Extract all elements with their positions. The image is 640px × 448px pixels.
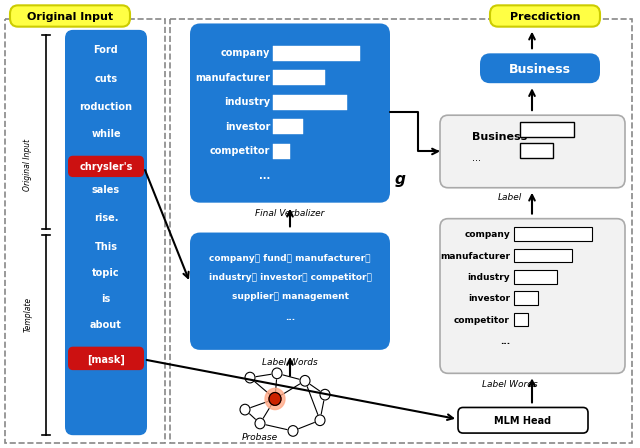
Circle shape <box>269 392 281 405</box>
Text: industry、 investor、 competitor、: industry、 investor、 competitor、 <box>209 273 371 282</box>
Text: industry: industry <box>467 273 510 282</box>
FancyArrowPatch shape <box>390 112 438 154</box>
Bar <box>514 291 538 305</box>
Text: cuts: cuts <box>95 74 118 84</box>
Text: rise.: rise. <box>93 213 118 223</box>
Bar <box>273 70 325 85</box>
Circle shape <box>265 388 285 409</box>
Text: investor: investor <box>468 294 510 303</box>
Text: investor: investor <box>225 122 270 132</box>
FancyBboxPatch shape <box>440 115 625 188</box>
Bar <box>520 143 553 158</box>
Text: topic: topic <box>92 268 120 278</box>
Text: Precdiction: Precdiction <box>509 12 580 22</box>
Text: Ford: Ford <box>93 45 118 55</box>
FancyBboxPatch shape <box>190 23 390 202</box>
Bar <box>514 227 592 241</box>
Bar <box>273 144 290 159</box>
Text: ...: ... <box>285 313 295 323</box>
Bar <box>5 19 165 443</box>
Text: supplier、 management: supplier、 management <box>232 292 349 301</box>
Circle shape <box>288 426 298 436</box>
Text: manufacturer: manufacturer <box>195 73 270 83</box>
Text: Original Input: Original Input <box>24 139 33 191</box>
Bar <box>273 46 360 61</box>
Text: competitor: competitor <box>454 315 510 324</box>
Text: Label Words: Label Words <box>262 358 318 367</box>
Text: company: company <box>221 48 270 58</box>
Text: is: is <box>101 294 111 304</box>
Text: industry: industry <box>224 97 270 108</box>
Circle shape <box>315 415 325 426</box>
Circle shape <box>255 418 265 429</box>
Text: This: This <box>95 242 118 253</box>
Text: ...: ... <box>259 171 270 181</box>
Bar <box>170 19 632 443</box>
Text: MLM Head: MLM Head <box>495 416 552 426</box>
FancyBboxPatch shape <box>68 156 144 177</box>
Text: ...: ... <box>472 153 481 163</box>
Text: Business: Business <box>472 132 527 142</box>
Text: Label Words: Label Words <box>482 379 538 388</box>
Bar <box>514 270 557 284</box>
Text: sales: sales <box>92 185 120 195</box>
Circle shape <box>240 404 250 415</box>
Circle shape <box>300 375 310 386</box>
Bar <box>514 313 527 327</box>
FancyBboxPatch shape <box>68 347 144 370</box>
FancyBboxPatch shape <box>480 53 600 83</box>
Text: Label: Label <box>498 193 522 202</box>
Text: Probase: Probase <box>242 433 278 442</box>
Text: g: g <box>395 172 405 187</box>
Text: manufacturer: manufacturer <box>440 251 510 260</box>
Text: Original Input: Original Input <box>27 12 113 22</box>
FancyBboxPatch shape <box>440 219 625 373</box>
FancyBboxPatch shape <box>65 30 147 435</box>
FancyBboxPatch shape <box>10 5 130 27</box>
Circle shape <box>272 368 282 379</box>
Text: [mask]: [mask] <box>87 354 125 365</box>
FancyBboxPatch shape <box>490 5 600 27</box>
Text: about: about <box>90 320 122 330</box>
Text: while: while <box>91 129 121 139</box>
Text: Business: Business <box>509 63 571 76</box>
Text: roduction: roduction <box>79 102 132 112</box>
Text: chrysler's: chrysler's <box>79 163 132 172</box>
Bar <box>520 121 574 137</box>
Bar <box>514 249 572 263</box>
FancyBboxPatch shape <box>190 233 390 350</box>
Text: competitor: competitor <box>210 146 270 156</box>
Text: company、 fund、 manufacturer、: company、 fund、 manufacturer、 <box>209 254 371 263</box>
FancyBboxPatch shape <box>458 408 588 433</box>
Bar <box>273 120 303 134</box>
Text: Final Verbalizer: Final Verbalizer <box>255 209 324 218</box>
Bar <box>273 95 347 110</box>
Text: company: company <box>464 230 510 239</box>
Text: Template: Template <box>24 297 33 332</box>
Circle shape <box>245 372 255 383</box>
Text: ...: ... <box>500 337 510 346</box>
Circle shape <box>320 389 330 400</box>
